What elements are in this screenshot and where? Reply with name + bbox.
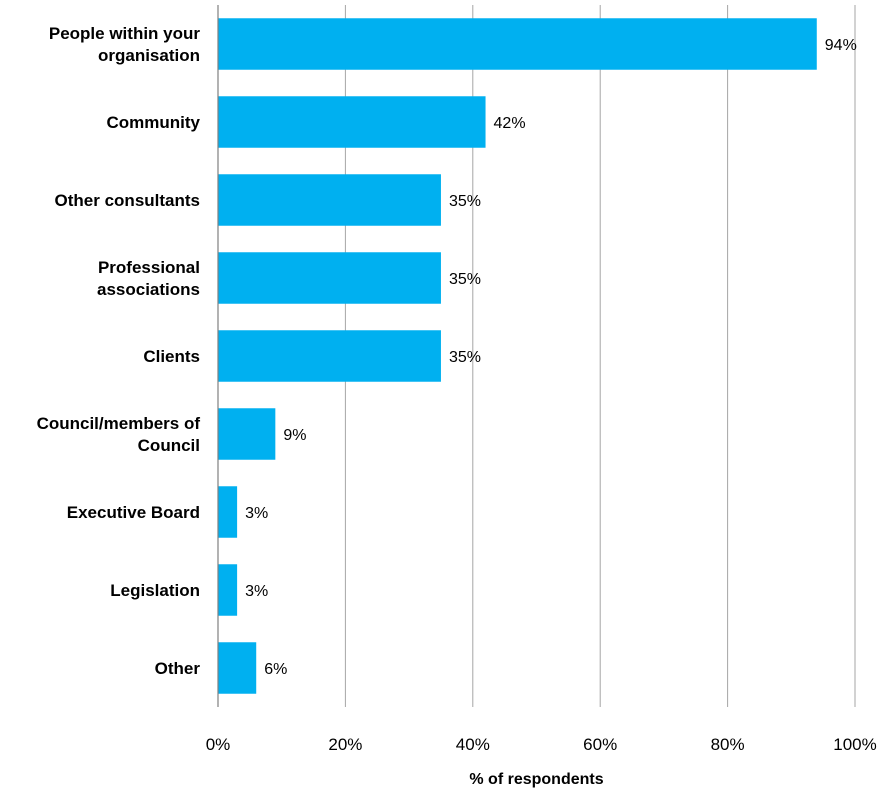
bar	[218, 330, 441, 382]
bar	[218, 642, 257, 694]
data-label: 94%	[825, 37, 857, 54]
x-tick-label: 20%	[328, 735, 362, 754]
data-label: 42%	[494, 115, 526, 132]
data-label: 9%	[283, 427, 306, 444]
data-label: 35%	[449, 193, 481, 210]
category-label: Council/members of Council	[37, 414, 201, 455]
category-label: Clients	[143, 347, 200, 366]
category-label: People within your organisation	[49, 24, 201, 65]
data-label: 35%	[449, 271, 481, 288]
bar	[218, 174, 441, 226]
category-label: Professional associations	[97, 258, 200, 299]
x-tick-labels: 0% 20% 40% 60% 80% 100%	[206, 735, 877, 754]
bar	[218, 18, 817, 70]
bar	[218, 96, 486, 148]
data-label: 3%	[245, 583, 268, 600]
bars	[218, 18, 817, 694]
category-label: Other consultants	[55, 191, 200, 210]
bar	[218, 486, 238, 538]
bar	[218, 408, 276, 460]
bar	[218, 564, 238, 616]
x-tick-label: 80%	[711, 735, 745, 754]
x-tick-label: 60%	[583, 735, 617, 754]
category-label: Community	[107, 113, 201, 132]
category-labels: People within your organisation Community O…	[37, 24, 201, 678]
x-tick-label: 40%	[456, 735, 490, 754]
bar	[218, 252, 441, 304]
data-label: 3%	[245, 505, 268, 522]
data-labels: 94% 42% 35% 35% 35% 9% 3% 3% 6%	[245, 37, 857, 678]
category-label: Legislation	[110, 581, 200, 600]
x-axis-title: % of respondents	[469, 771, 603, 788]
category-label: Other	[155, 659, 201, 678]
x-tick-label: 100%	[833, 735, 876, 754]
x-tick-label: 0%	[206, 735, 231, 754]
data-label: 6%	[264, 661, 287, 678]
category-label: Executive Board	[67, 503, 200, 522]
data-label: 35%	[449, 349, 481, 366]
